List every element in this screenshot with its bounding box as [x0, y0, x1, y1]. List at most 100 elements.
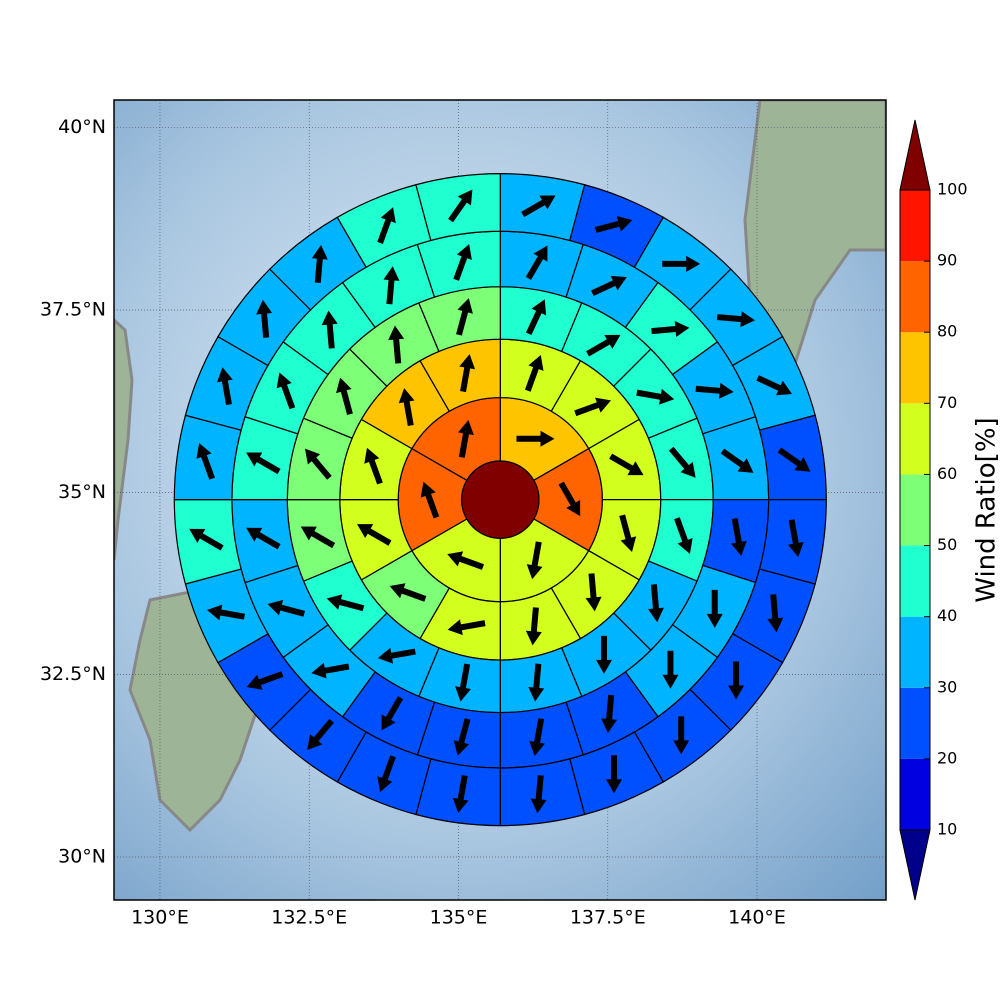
wind-arrow	[189, 528, 224, 551]
colorbar-tick-label: 70	[937, 393, 957, 412]
wind-arrow	[300, 526, 336, 549]
wind-arrow	[609, 453, 644, 476]
y-tick-label: 40°N	[58, 116, 106, 138]
wind-arrow	[730, 518, 747, 556]
wind-arrow	[196, 442, 215, 480]
wind-arrow	[447, 619, 486, 636]
x-tick-label: 140°E	[728, 907, 786, 929]
wind-arrow	[311, 662, 350, 679]
wind-arrow	[525, 245, 548, 280]
colorbar-segment	[900, 758, 930, 830]
center-disc	[461, 460, 540, 539]
colorbar-segment	[900, 261, 930, 333]
wind-arrow	[455, 663, 471, 702]
wind-arrow	[525, 607, 542, 646]
wind-arrow	[586, 334, 621, 357]
colorbar-tick-label: 30	[937, 677, 957, 696]
wind-arrow	[524, 354, 544, 392]
colorbar-segment	[900, 616, 930, 688]
wind-arrow	[787, 519, 804, 558]
wind-arrow	[591, 275, 627, 296]
colorbar-tick-label: 10	[937, 820, 957, 839]
colorbar-tick-label: 100	[937, 180, 968, 199]
wind-arrow	[326, 594, 365, 612]
wind-arrow	[651, 321, 690, 337]
wind-arrow	[389, 583, 427, 602]
wind-arrow	[246, 452, 281, 475]
wind-arrow	[662, 255, 701, 272]
wind-arrow	[716, 311, 755, 328]
wind-arrow	[321, 310, 338, 349]
colorbar-tick-label: 80	[937, 322, 957, 341]
x-tick-label: 130°E	[131, 907, 189, 929]
sector	[499, 758, 586, 827]
wind-arrow	[357, 524, 392, 546]
colorbar-segment	[900, 332, 930, 404]
wind-arrow	[720, 448, 754, 473]
wind-arrow	[695, 382, 734, 399]
wind-arrow	[574, 397, 611, 417]
wind-arrow	[311, 244, 328, 284]
wind-arrow	[398, 388, 415, 427]
map-area	[114, 100, 886, 900]
wind-arrow	[246, 671, 284, 690]
wind-arrow	[525, 299, 547, 336]
wind-arrow	[246, 527, 281, 550]
colorbar-segment	[900, 474, 930, 546]
wind-arrow	[777, 447, 811, 472]
wind-arrow	[601, 694, 618, 733]
colorbar-segment	[900, 190, 930, 262]
colorbar-tick-label: 60	[937, 464, 957, 483]
land	[114, 317, 134, 561]
colorbar-over	[899, 119, 931, 191]
wind-arrow	[377, 647, 416, 664]
wind-arrow	[585, 573, 602, 612]
colorbar-tick-label: 90	[937, 251, 957, 270]
wind-arrow	[452, 775, 469, 813]
colorbar-tick-label: 50	[937, 535, 957, 554]
wind-arrow	[619, 514, 637, 552]
wind-arrow	[674, 517, 693, 554]
sectors	[173, 173, 827, 827]
wind-arrow	[267, 599, 306, 617]
wind-arrow	[530, 775, 547, 814]
ticks: 130°E 132.5°E 135°E 137.5°E 140°E 30°N 32.5°N 3…	[40, 116, 786, 928]
wind-arrow	[304, 448, 332, 480]
wind-arrow	[528, 663, 545, 702]
wind-arrow	[383, 266, 400, 305]
wind-arrow	[453, 244, 472, 281]
wind-arrow	[456, 298, 473, 336]
colorbar-under	[899, 829, 931, 901]
wind-arrow	[728, 661, 745, 700]
wind-arrow	[453, 718, 471, 756]
wind-arrow	[529, 718, 545, 757]
wind-arrow	[307, 718, 334, 750]
colorbar-segment	[900, 545, 930, 617]
y-tick-label: 30°N	[58, 845, 106, 867]
colorbar-segment	[900, 687, 930, 759]
wind-arrow	[459, 354, 476, 393]
wind-arrow	[377, 755, 396, 793]
wind-arrow	[458, 419, 474, 458]
wind-arrow	[706, 589, 723, 628]
wind-arrow	[364, 447, 383, 485]
colorbar-tick-label: 20	[937, 748, 957, 767]
wind-arrow	[521, 195, 556, 218]
y-tick-label: 32.5°N	[40, 663, 106, 685]
wind-arrow	[767, 594, 784, 633]
wind-arrow	[526, 541, 543, 580]
colorbar-label: Wind Ratio[%]	[972, 417, 1000, 602]
wind-arrow	[336, 377, 353, 416]
colorbar: 10 20 30 40 50 60 70 80 90 100	[899, 119, 968, 901]
colorbar-segment	[900, 403, 930, 475]
map-frame	[113, 99, 887, 901]
wind-arrow	[276, 372, 296, 410]
wind-arrow	[756, 375, 793, 396]
wind-arrow	[606, 755, 623, 794]
wind-arrow	[668, 446, 696, 478]
wind-arrow	[516, 430, 555, 447]
y-tick-label: 37.5°N	[40, 299, 106, 321]
wind-arrow	[647, 584, 664, 623]
wind-arrow	[596, 635, 613, 674]
